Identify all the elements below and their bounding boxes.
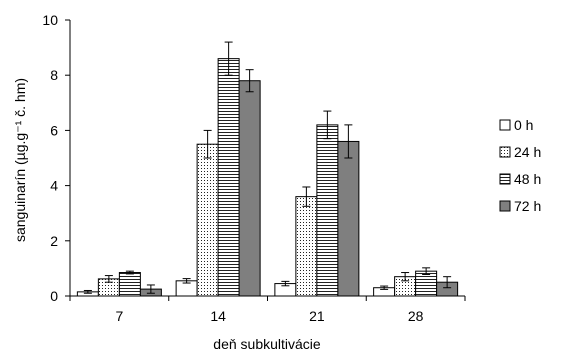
- x-axis-title: deň subkultivácie: [213, 336, 321, 352]
- plot-area: 0 2 4 6 8 10 7 14 21 28: [42, 12, 466, 324]
- y-tick-label: 4: [50, 178, 58, 194]
- y-axis-title: sanguinarín (µg.g⁻¹ č. hm): [12, 78, 28, 242]
- y-tick-label: 2: [50, 233, 58, 249]
- y-tick-label: 8: [50, 67, 58, 83]
- bar: [295, 196, 318, 297]
- legend-swatch: [499, 173, 511, 185]
- legend-label: 72 h: [514, 198, 541, 214]
- bar: [238, 80, 261, 297]
- y-tick-label: 0: [50, 288, 58, 304]
- y-tick-label: 6: [50, 122, 58, 138]
- legend-label: 48 h: [514, 171, 541, 187]
- bar: [196, 143, 219, 297]
- x-tick-label: 21: [309, 308, 325, 324]
- legend-swatch: [499, 146, 511, 158]
- bar: [118, 272, 141, 297]
- bar: [316, 124, 339, 297]
- bar: [337, 140, 360, 297]
- legend-swatch: [499, 200, 511, 212]
- x-tick-label: 28: [408, 308, 424, 324]
- x-tick-label: 14: [210, 308, 226, 324]
- legend-label: 0 h: [514, 117, 533, 133]
- legend-label: 24 h: [514, 144, 541, 160]
- bar: [217, 58, 240, 297]
- legend-swatch: [499, 119, 511, 131]
- y-tick-label: 10: [42, 12, 58, 28]
- x-tick-label: 7: [115, 308, 123, 324]
- legend: 0 h 24 h 48 h 72 h: [499, 117, 541, 214]
